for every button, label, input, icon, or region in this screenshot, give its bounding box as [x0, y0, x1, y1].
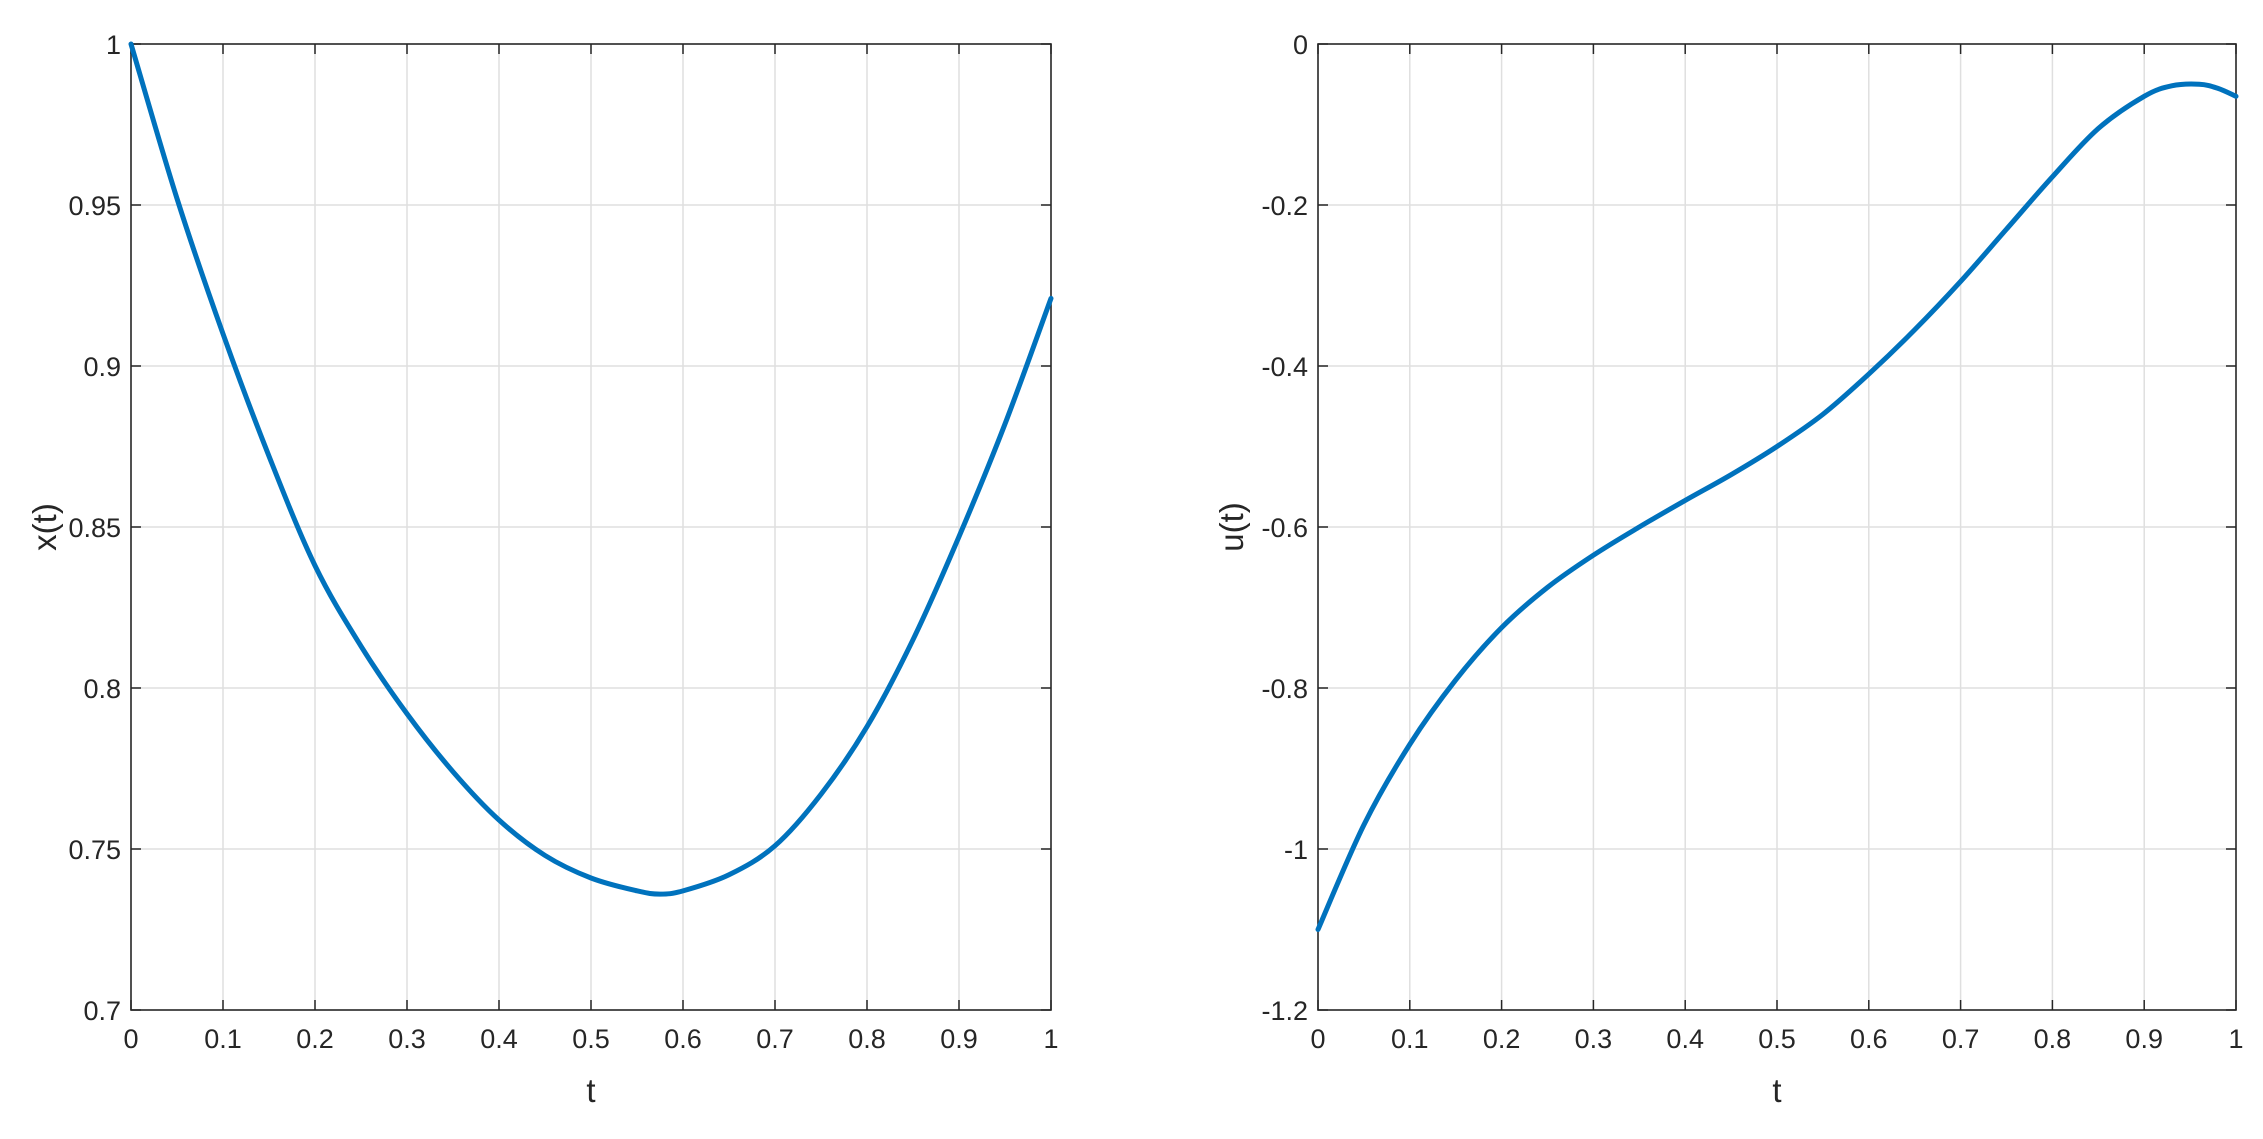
x-tick-label: 0.9 [940, 1024, 978, 1054]
series-line-0 [128, 41, 1054, 897]
x-tick-label: 0.7 [756, 1024, 794, 1054]
x-tick-label: 0.2 [1483, 1024, 1521, 1054]
y-tick-label: -0.4 [1261, 352, 1308, 382]
x-tick-label: 0.9 [2125, 1024, 2163, 1054]
x-tick-label: 1 [2228, 1024, 2243, 1054]
x-tick-label: 0.4 [480, 1024, 518, 1054]
x-tick-label: 0.1 [204, 1024, 242, 1054]
x-tick-label: 0 [1310, 1024, 1325, 1054]
y-tick-label: 0.9 [83, 352, 121, 382]
right-plot-u-of-t: 0 0.1 0.2 0.3 0.4 0.5 0.6 0.7 0.8 0.9 1 -1.2 -1 -0.8 -… [1213, 30, 2244, 1109]
left-plot-x-of-t: 0 0.1 0.2 0.3 0.4 0.5 0.6 0.7 0.8 0.9 1 0.7 0.75 0.8 0… [26, 30, 1059, 1109]
y-tick-label: -1 [1284, 835, 1308, 865]
x-tick-label: 0.8 [2034, 1024, 2072, 1054]
x-tick-label: 0.5 [1758, 1024, 1796, 1054]
y-tick-label: -0.8 [1261, 674, 1308, 704]
x-axis-label: t [586, 1072, 595, 1109]
y-tick-label: -0.6 [1261, 513, 1308, 543]
x-tick-label: 0.4 [1666, 1024, 1704, 1054]
x-tick-label: 0.1 [1391, 1024, 1429, 1054]
x-tick-label: 0.5 [572, 1024, 610, 1054]
y-tick-label: 1 [106, 30, 121, 60]
x-tick-label: 0.3 [1575, 1024, 1613, 1054]
x-tick-label: 0.2 [296, 1024, 334, 1054]
x-tick-label: 0.7 [1942, 1024, 1980, 1054]
x-tick-label: 0 [123, 1024, 138, 1054]
y-axis-label: u(t) [1213, 502, 1250, 552]
x-axis-label: t [1772, 1072, 1781, 1109]
y-tick-label: 0 [1293, 30, 1308, 60]
y-tick-label: -1.2 [1261, 996, 1308, 1026]
y-tick-label: 0.7 [83, 996, 121, 1026]
y-axis-label: x(t) [26, 503, 63, 551]
y-tick-label: -0.2 [1261, 191, 1308, 221]
y-tick-label: 0.75 [68, 835, 121, 865]
y-tick-label: 0.95 [68, 191, 121, 221]
x-tick-label: 0.3 [388, 1024, 426, 1054]
x-tick-label: 0.6 [1850, 1024, 1888, 1054]
x-tick-label: 0.8 [848, 1024, 886, 1054]
series-line-0 [1315, 81, 2239, 932]
x-tick-label: 1 [1043, 1024, 1058, 1054]
y-tick-label: 0.8 [83, 674, 121, 704]
x-tick-label: 0.6 [664, 1024, 702, 1054]
y-tick-label: 0.85 [68, 513, 121, 543]
